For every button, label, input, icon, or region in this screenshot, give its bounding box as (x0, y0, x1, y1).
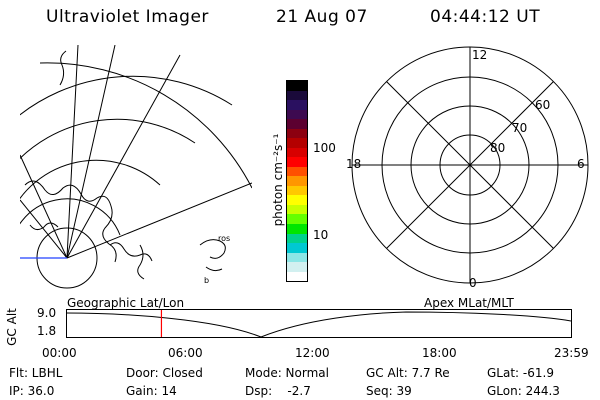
time-tick-2359: 23:59 (554, 346, 589, 360)
time-tick-1200: 12:00 (295, 346, 330, 360)
ip-status: IP: 36.0 (9, 384, 55, 398)
color-band-7 (287, 147, 307, 158)
color-band-11 (287, 185, 307, 196)
color-band-20 (287, 271, 307, 282)
color-band-15 (287, 223, 307, 234)
time-tick-0000: 00:00 (42, 346, 77, 360)
map-label-ross: ros (218, 234, 230, 243)
door-status: Door: Closed (126, 366, 203, 380)
time-label: 04:44:12 UT (430, 7, 541, 27)
color-band-10 (287, 176, 307, 186)
color-band-0 (287, 81, 307, 91)
map-label-b: b (204, 276, 209, 285)
color-band-1 (287, 90, 307, 101)
seq-status: Seq: 39 (366, 384, 412, 398)
color-band-6 (287, 138, 307, 148)
mode-status: Mode: Normal (245, 366, 329, 380)
color-band-12 (287, 195, 307, 205)
color-band-5 (287, 128, 307, 139)
color-band-8 (287, 157, 307, 167)
altitude-curve (66, 311, 572, 338)
color-band-3 (287, 109, 307, 120)
mlt-label-12: 12 (472, 48, 487, 62)
altitude-plot (66, 309, 572, 338)
glon-status: GLon: 244.3 (487, 384, 560, 398)
color-band-9 (287, 166, 307, 177)
time-tick-0600: 06:00 (168, 346, 203, 360)
altitude-tick-1-8: 1.8 (37, 324, 57, 338)
color-band-13 (287, 204, 307, 215)
altitude-plot-frame (66, 309, 572, 338)
gc-alt-status: GC Alt: 7.7 Re (366, 366, 450, 380)
mlt-label-6: 6 (577, 157, 585, 171)
color-band-18 (287, 252, 307, 263)
glat-status: GLat: -61.9 (487, 366, 554, 380)
color-band-19 (287, 262, 307, 272)
mlt-label-18: 18 (346, 157, 361, 171)
instrument-title: Ultraviolet Imager (46, 7, 209, 27)
colorbar-unit-label: photon cm⁻²s⁻¹ (271, 133, 285, 227)
altitude-tick-9: 9.0 (37, 306, 57, 320)
mlat-label-80: 80 (490, 141, 505, 155)
colorbar-tick-10: 10 (313, 228, 329, 242)
filter-status: Flt: LBHL (9, 366, 63, 380)
time-tick-1800: 18:00 (422, 346, 457, 360)
altitude-axis-label: GC Alt (5, 308, 19, 346)
apex-label: Apex MLat/MLT (424, 296, 514, 310)
geographic-map: ros b (20, 45, 252, 289)
color-band-16 (287, 233, 307, 244)
color-band-14 (287, 214, 307, 224)
mlat-label-70: 70 (512, 121, 527, 135)
color-band-17 (287, 243, 307, 253)
color-band-2 (287, 100, 307, 110)
color-band-4 (287, 119, 307, 129)
polar-plot: 12 18 6 0 60 70 80 (346, 46, 589, 290)
geographic-label: Geographic Lat/Lon (67, 296, 185, 310)
dsp-status: Dsp: -2.7 (245, 384, 311, 398)
colorbar-tick-100: 100 (313, 141, 336, 155)
color-scale-bar (286, 80, 308, 282)
mlat-label-60: 60 (535, 98, 550, 112)
mlt-label-0: 0 (469, 276, 477, 290)
gain-status: Gain: 14 (126, 384, 177, 398)
date-label: 21 Aug 07 (276, 7, 368, 27)
